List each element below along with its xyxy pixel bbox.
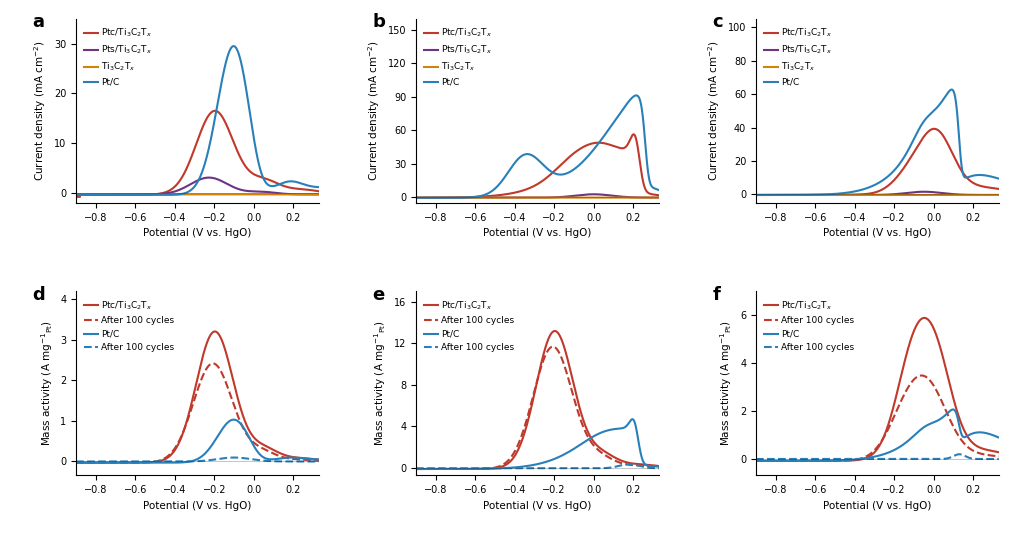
- X-axis label: Potential (V vs. HgO): Potential (V vs. HgO): [823, 500, 932, 511]
- Legend: Ptc/Ti$_3$C$_2$T$_x$, After 100 cycles, Pt/C, After 100 cycles: Ptc/Ti$_3$C$_2$T$_x$, After 100 cycles, …: [421, 296, 518, 356]
- Text: c: c: [712, 13, 723, 31]
- X-axis label: Potential (V vs. HgO): Potential (V vs. HgO): [484, 500, 591, 511]
- Legend: Ptc/Ti$_3$C$_2$T$_x$, Pts/Ti$_3$C$_2$T$_x$, Ti$_3$C$_2$T$_x$, Pt/C: Ptc/Ti$_3$C$_2$T$_x$, Pts/Ti$_3$C$_2$T$_…: [80, 23, 156, 91]
- Y-axis label: Current density (mA cm$^{-2}$): Current density (mA cm$^{-2}$): [32, 40, 49, 181]
- Text: f: f: [712, 286, 720, 303]
- Text: e: e: [372, 286, 384, 303]
- Text: d: d: [32, 286, 45, 303]
- Legend: Ptc/Ti$_3$C$_2$T$_x$, After 100 cycles, Pt/C, After 100 cycles: Ptc/Ti$_3$C$_2$T$_x$, After 100 cycles, …: [760, 296, 858, 356]
- Text: b: b: [372, 13, 385, 31]
- Y-axis label: Mass activity (A mg$^{-1}$$_\mathrm{Pt}$): Mass activity (A mg$^{-1}$$_\mathrm{Pt}$…: [372, 320, 388, 446]
- Y-axis label: Mass activity (A mg$^{-1}$$_\mathrm{Pt}$): Mass activity (A mg$^{-1}$$_\mathrm{Pt}$…: [39, 320, 55, 446]
- Y-axis label: Mass activity (A mg$^{-1}$$_\mathrm{Pt}$): Mass activity (A mg$^{-1}$$_\mathrm{Pt}$…: [719, 320, 734, 446]
- Legend: Ptc/Ti$_3$C$_2$T$_x$, Pts/Ti$_3$C$_2$T$_x$, Ti$_3$C$_2$T$_x$, Pt/C: Ptc/Ti$_3$C$_2$T$_x$, Pts/Ti$_3$C$_2$T$_…: [421, 23, 496, 91]
- Y-axis label: Current density (mA cm$^{-2}$): Current density (mA cm$^{-2}$): [707, 40, 722, 181]
- X-axis label: Potential (V vs. HgO): Potential (V vs. HgO): [143, 500, 251, 511]
- Text: a: a: [32, 13, 45, 31]
- Legend: Ptc/Ti$_3$C$_2$T$_x$, After 100 cycles, Pt/C, After 100 cycles: Ptc/Ti$_3$C$_2$T$_x$, After 100 cycles, …: [80, 296, 178, 356]
- X-axis label: Potential (V vs. HgO): Potential (V vs. HgO): [823, 228, 932, 238]
- Legend: Ptc/Ti$_3$C$_2$T$_x$, Pts/Ti$_3$C$_2$T$_x$, Ti$_3$C$_2$T$_x$, Pt/C: Ptc/Ti$_3$C$_2$T$_x$, Pts/Ti$_3$C$_2$T$_…: [760, 23, 837, 91]
- X-axis label: Potential (V vs. HgO): Potential (V vs. HgO): [143, 228, 251, 238]
- X-axis label: Potential (V vs. HgO): Potential (V vs. HgO): [484, 228, 591, 238]
- Y-axis label: Current density (mA cm$^{-2}$): Current density (mA cm$^{-2}$): [366, 40, 382, 181]
